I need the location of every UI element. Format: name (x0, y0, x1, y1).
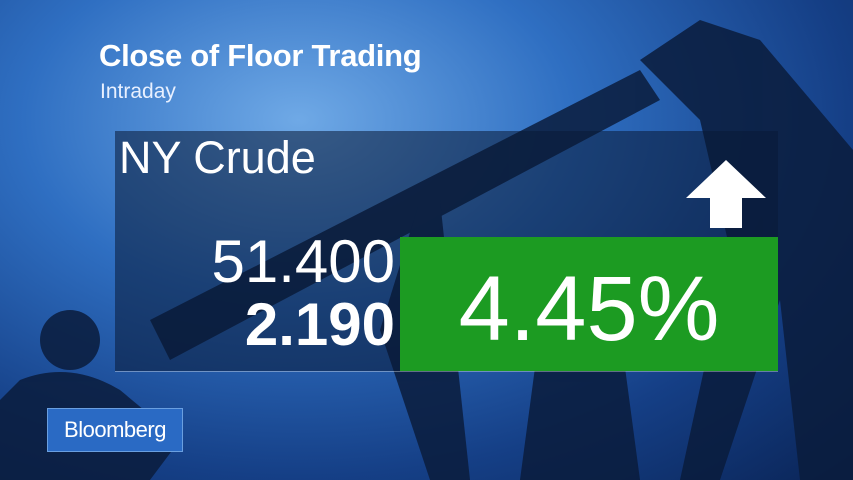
bloomberg-logo: Bloomberg (47, 408, 183, 452)
percent-change: 4.45% (458, 258, 720, 360)
arrow-up-icon (686, 160, 766, 228)
graphic-title: Close of Floor Trading (99, 38, 422, 73)
divider (115, 371, 778, 372)
last-price: 51.400 (211, 228, 395, 295)
net-change: 2.190 (244, 291, 395, 358)
percent-change-box (400, 237, 778, 371)
instrument-name: NY Crude (119, 132, 316, 183)
graphic-subtitle: Intraday (100, 80, 176, 103)
